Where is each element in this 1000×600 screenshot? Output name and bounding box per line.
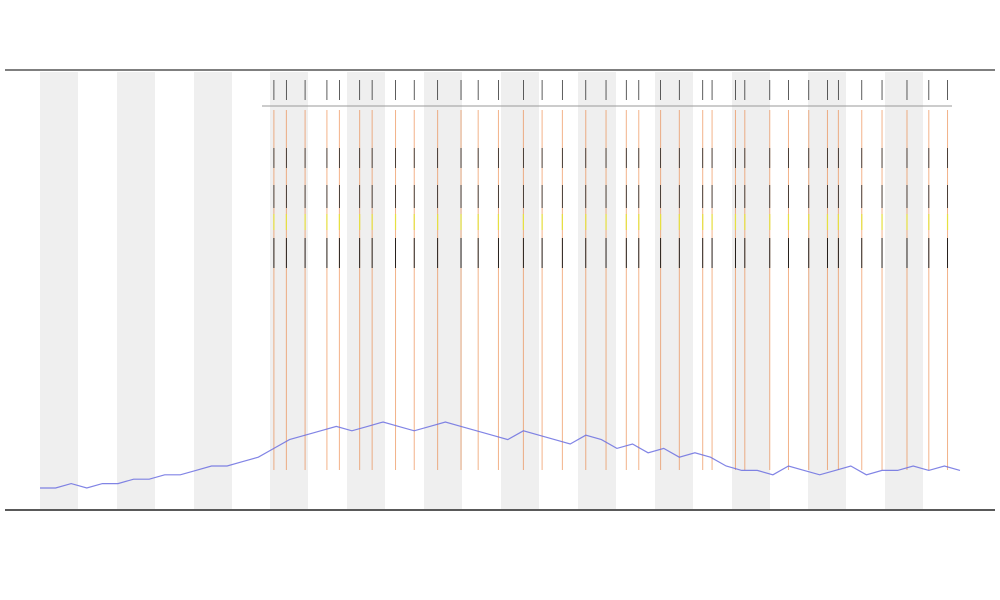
- band: [885, 72, 923, 509]
- band: [655, 72, 693, 509]
- band: [347, 72, 385, 509]
- marks: [40, 80, 961, 489]
- band: [501, 72, 539, 509]
- band: [194, 72, 232, 509]
- band: [117, 72, 155, 509]
- band: [270, 72, 308, 509]
- band: [40, 72, 78, 509]
- band: [732, 72, 770, 509]
- band: [578, 72, 616, 509]
- bands: [40, 72, 923, 509]
- series-line: [40, 421, 961, 489]
- band: [424, 72, 462, 509]
